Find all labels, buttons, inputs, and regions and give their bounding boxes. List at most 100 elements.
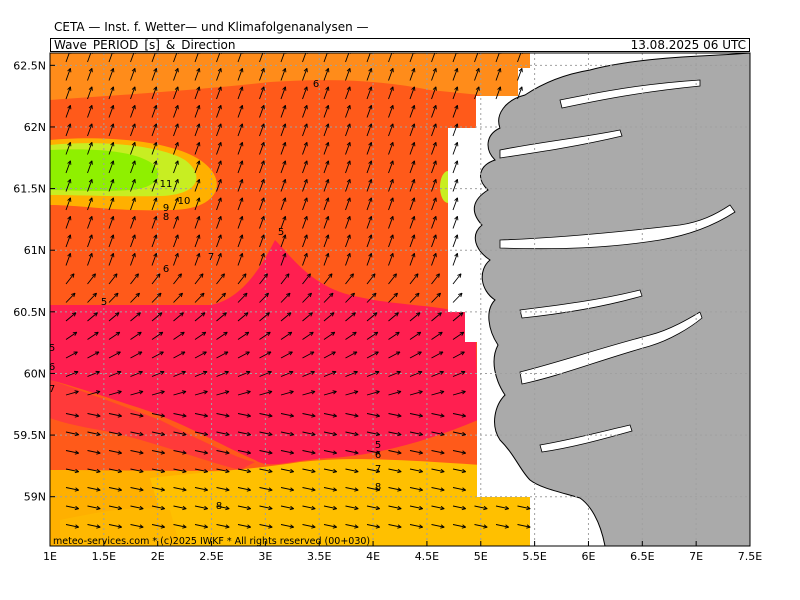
direction-arrow-head xyxy=(196,86,200,90)
direction-arrow-head xyxy=(117,351,121,356)
direction-arrow-head xyxy=(354,468,359,473)
direction-arrow xyxy=(302,253,308,266)
contour-label: 6 xyxy=(375,450,381,461)
direction-arrow-head xyxy=(268,526,273,529)
direction-arrow-head xyxy=(245,312,249,317)
direction-arrow-head xyxy=(303,86,308,90)
direction-arrow-head xyxy=(260,178,265,183)
direction-arrow xyxy=(259,105,265,118)
direction-arrow xyxy=(323,160,329,174)
direction-arrow-head xyxy=(225,351,229,356)
direction-arrow-head xyxy=(303,215,308,220)
direction-arrow-head xyxy=(432,215,437,220)
direction-arrow-head xyxy=(389,141,394,146)
direction-arrow xyxy=(108,253,114,266)
direction-arrow-head xyxy=(290,413,294,417)
direction-arrow xyxy=(237,450,251,454)
direction-arrow-head xyxy=(440,468,445,473)
direction-arrow-head xyxy=(174,123,179,127)
direction-arrow-head xyxy=(160,390,165,392)
direction-arrow-head xyxy=(88,104,93,109)
direction-arrow xyxy=(452,216,458,229)
direction-arrow xyxy=(130,86,136,100)
contour-label: 5 xyxy=(375,440,381,451)
direction-arrow xyxy=(65,253,71,266)
direction-arrow-head xyxy=(174,67,179,72)
direction-arrow-head xyxy=(139,415,144,418)
direction-arrow-head xyxy=(180,273,182,278)
direction-arrow xyxy=(345,312,356,322)
direction-arrow-head xyxy=(265,312,270,315)
direction-arrow xyxy=(366,197,372,211)
direction-arrow-head xyxy=(439,390,445,392)
direction-arrow-head xyxy=(153,67,157,72)
direction-arrow xyxy=(108,450,122,454)
contour-label: 5 xyxy=(49,343,55,354)
direction-arrow xyxy=(216,53,221,63)
direction-arrow xyxy=(65,68,71,81)
direction-arrow-head xyxy=(419,371,423,375)
direction-arrow-head xyxy=(394,312,399,315)
direction-arrow xyxy=(323,234,329,248)
direction-arrow xyxy=(452,431,466,436)
direction-arrow-head xyxy=(117,415,122,418)
direction-arrow xyxy=(431,123,437,137)
direction-arrow-head xyxy=(203,489,208,492)
direction-arrow-head xyxy=(354,450,359,454)
direction-arrow xyxy=(173,487,187,491)
direction-arrow-head xyxy=(225,371,229,375)
direction-arrow xyxy=(237,86,243,100)
direction-arrow-head xyxy=(74,508,79,511)
direction-arrow-head xyxy=(135,292,140,295)
direction-arrow-head xyxy=(266,273,268,278)
direction-arrow-head xyxy=(153,234,157,238)
direction-arrow xyxy=(194,390,208,396)
direction-arrow xyxy=(431,524,445,528)
direction-arrow-head xyxy=(223,293,226,298)
direction-arrow xyxy=(108,487,122,491)
direction-arrow-head xyxy=(332,390,337,392)
direction-arrow-head xyxy=(368,160,372,164)
direction-arrow-head xyxy=(331,293,334,298)
direction-arrow xyxy=(259,413,273,417)
direction-arrow-head xyxy=(282,178,286,183)
direction-arrow-head xyxy=(260,67,265,72)
direction-arrow-head xyxy=(74,471,79,474)
direction-arrow-head xyxy=(224,312,227,317)
direction-arrow-head xyxy=(332,489,337,492)
direction-arrow xyxy=(474,53,479,63)
direction-arrow-head xyxy=(268,413,273,417)
direction-arrow xyxy=(130,524,144,528)
direction-arrow-head xyxy=(303,197,308,201)
direction-arrow-head xyxy=(196,197,200,201)
x-tick-label: 1E xyxy=(43,550,57,563)
direction-arrow-head xyxy=(239,215,243,220)
direction-arrow xyxy=(173,292,183,303)
direction-arrow xyxy=(431,105,437,118)
direction-arrow xyxy=(108,234,114,248)
direction-arrow-head xyxy=(303,67,308,72)
direction-arrow xyxy=(108,524,122,528)
direction-arrow xyxy=(194,351,207,359)
direction-arrow xyxy=(409,468,423,473)
direction-arrow xyxy=(65,292,76,303)
direction-arrow-head xyxy=(94,293,97,298)
direction-arrow-head xyxy=(332,452,337,455)
direction-arrow-head xyxy=(354,351,358,356)
direction-arrow-head xyxy=(67,252,71,257)
direction-arrow-head xyxy=(454,252,458,257)
direction-arrow-head xyxy=(75,487,79,491)
direction-arrow xyxy=(65,142,71,155)
fjord-4 xyxy=(559,79,701,109)
direction-arrow xyxy=(259,179,265,192)
direction-arrow xyxy=(366,450,380,454)
direction-arrow-head xyxy=(260,141,265,146)
direction-arrow-head xyxy=(375,415,380,418)
direction-arrow-head xyxy=(260,86,265,90)
direction-arrow xyxy=(452,68,458,81)
direction-arrow-head xyxy=(137,293,140,298)
direction-arrow-head xyxy=(153,252,157,257)
direction-arrow-head xyxy=(375,332,379,336)
direction-arrow-head xyxy=(374,312,378,317)
direction-arrow-head xyxy=(454,234,458,238)
